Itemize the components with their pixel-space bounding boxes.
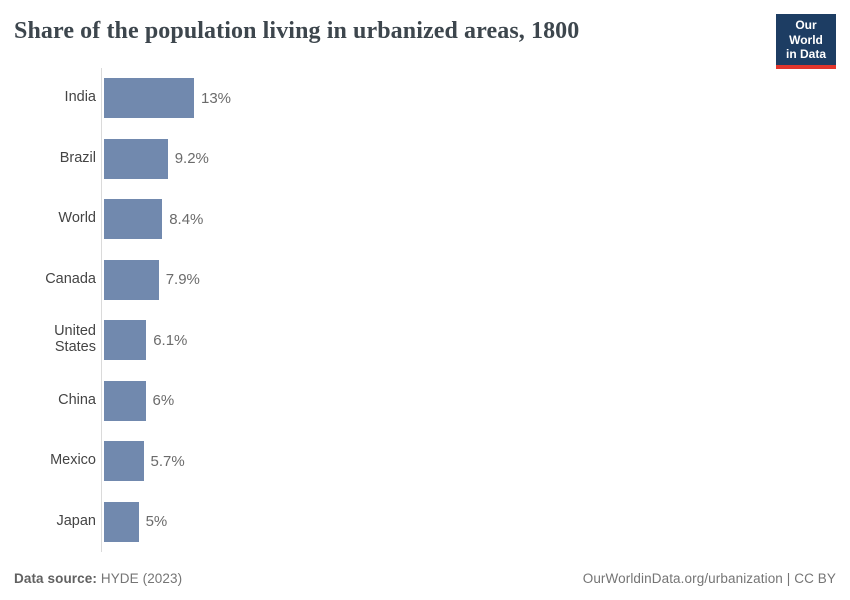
owid-logo-line2: in Data (785, 47, 826, 61)
value-label: 9.2% (174, 150, 209, 168)
category-label: Canada (45, 270, 96, 287)
bar-row: Japan 5% (14, 491, 836, 552)
bar-row: Mexico 5.7% (14, 431, 836, 492)
bar-row: China 6% (14, 370, 836, 431)
bar-area: 13% (101, 68, 836, 129)
value-label: 6.1% (153, 331, 188, 349)
category-label: Japan (56, 512, 96, 529)
bar[interactable] (104, 138, 168, 179)
bar[interactable] (104, 501, 139, 542)
bar-area: 5.7% (101, 431, 836, 492)
bar-row: World 8.4% (14, 189, 836, 250)
bar[interactable] (104, 441, 144, 482)
value-label: 13% (201, 89, 232, 107)
bar-chart: India 13% Brazil 9.2% World 8.4% Canada 7.9% Uni… (14, 68, 836, 552)
bar[interactable] (104, 259, 159, 300)
bar-area: 7.9% (101, 249, 836, 310)
footer-link[interactable]: OurWorldinData.org/urbanization | CC BY (582, 571, 836, 586)
bar-area: 5% (101, 491, 836, 552)
value-label: 7.9% (165, 271, 200, 289)
bar[interactable] (104, 78, 194, 119)
chart-footer: Data source: HYDE (2023) OurWorldinData.… (14, 571, 836, 586)
category-label: India (64, 89, 96, 106)
bar-area: 6% (101, 370, 836, 431)
category-label: China (58, 391, 96, 408)
owid-logo: Our World in Data (776, 14, 836, 69)
bar-area: 6.1% (101, 310, 836, 371)
bar[interactable] (104, 320, 147, 361)
bar-row: United States 6.1% (14, 310, 836, 371)
value-label: 5.7% (150, 452, 185, 470)
chart-title: Share of the population living in urbani… (14, 18, 580, 44)
bar[interactable] (104, 199, 163, 240)
owid-logo-line1: Our World (789, 18, 823, 47)
data-source-label: Data source: (14, 571, 97, 586)
bar[interactable] (104, 380, 146, 421)
category-label: United States (54, 323, 96, 356)
value-label: 5% (145, 513, 168, 531)
category-label: World (58, 210, 96, 227)
category-label: Brazil (59, 149, 96, 166)
value-label: 6% (152, 392, 175, 410)
data-source: Data source: HYDE (2023) (14, 571, 182, 586)
bar-area: 9.2% (101, 128, 836, 189)
chart-header: Share of the population living in urbani… (14, 14, 836, 69)
bar-area: 8.4% (101, 189, 836, 250)
value-label: 8.4% (169, 210, 204, 228)
bar-row: India 13% (14, 68, 836, 129)
category-label: Mexico (50, 452, 96, 469)
data-source-value: HYDE (2023) (100, 571, 183, 586)
bar-row: Canada 7.9% (14, 249, 836, 310)
bar-row: Brazil 9.2% (14, 128, 836, 189)
